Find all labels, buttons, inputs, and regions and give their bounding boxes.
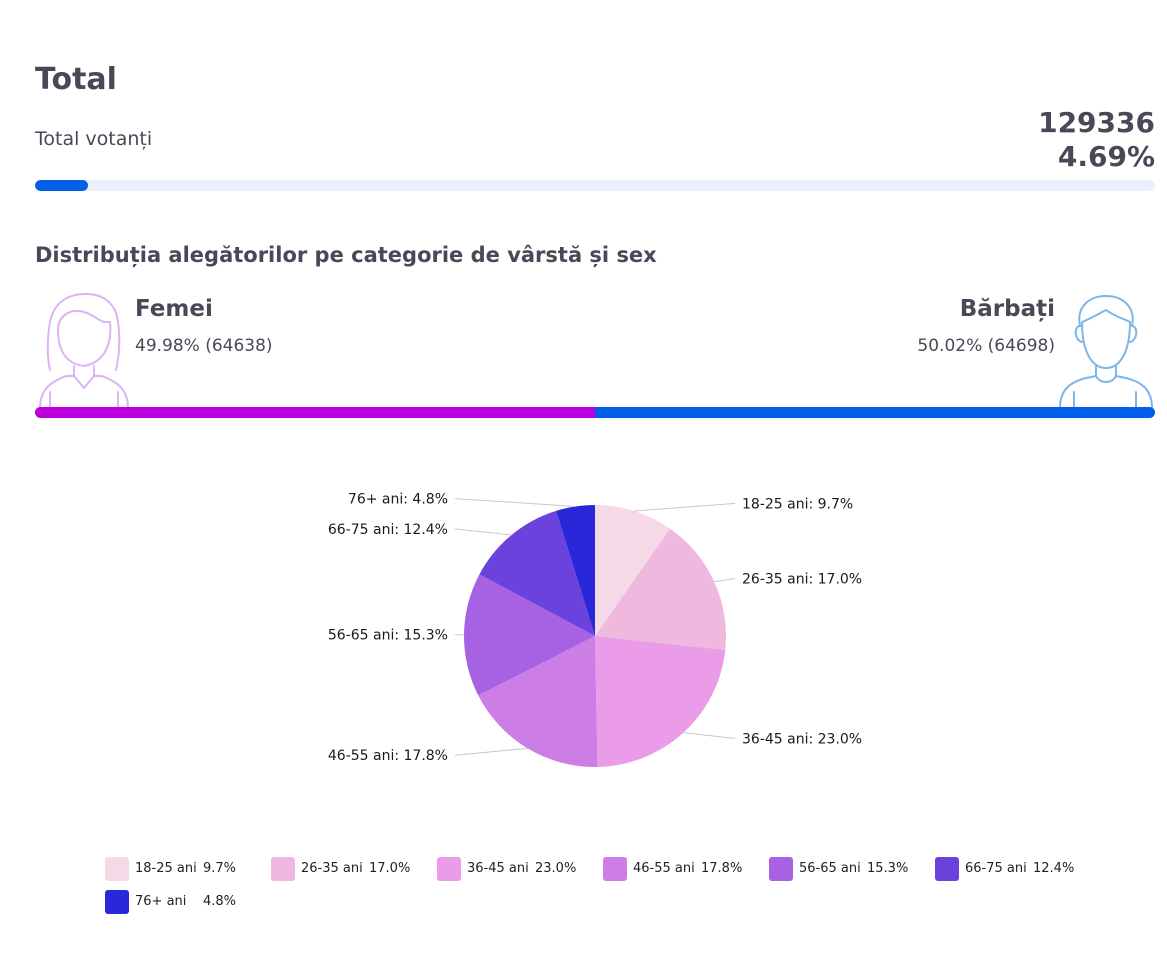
legend-value: 17.0% <box>369 861 411 876</box>
pie-data-label: 66-75 ani: 12.4% <box>328 522 448 538</box>
legend-label: 36-45 ani <box>467 861 529 876</box>
pie-slice[interactable] <box>478 636 598 768</box>
pie-leader-line <box>454 747 528 756</box>
legend-swatch <box>105 889 129 914</box>
legend-item[interactable]: 26-35 ani 17.0% <box>271 856 437 881</box>
pie-leader-line <box>714 577 736 583</box>
pie-slice[interactable] <box>556 505 595 636</box>
pie-slice[interactable] <box>595 636 726 767</box>
woman-avatar-icon <box>39 293 129 409</box>
page-title: Total <box>35 62 117 97</box>
pie-data-label: 26-35 ani: 17.0% <box>742 571 862 587</box>
pie-slice[interactable] <box>595 505 670 636</box>
pie-data-label: 36-45 ani: 23.0% <box>742 732 862 748</box>
legend-value: 12.4% <box>1033 861 1075 876</box>
gender-split-bar <box>35 407 1155 418</box>
pie-slice[interactable] <box>464 574 595 696</box>
legend-label: 18-25 ani <box>135 861 197 876</box>
gender-bar-female <box>35 407 595 418</box>
total-voters-count: 129336 <box>1038 106 1155 139</box>
legend-swatch <box>603 856 627 881</box>
distribution-section-title: Distribuția alegătorilor pe categorie de… <box>35 243 657 267</box>
legend-swatch <box>271 856 295 881</box>
legend-value: 23.0% <box>535 861 577 876</box>
legend-value: 9.7% <box>203 861 237 876</box>
legend-value: 17.8% <box>701 861 743 876</box>
pie-slice[interactable] <box>595 528 726 650</box>
male-label: Bărbați <box>959 296 1055 322</box>
legend-swatch <box>769 856 793 881</box>
legend-value: 4.8% <box>203 894 237 909</box>
pie-data-label: 56-65 ani: 15.3% <box>328 628 448 644</box>
pie-leader-line <box>454 528 512 536</box>
male-value: 50.02% (64698) <box>917 336 1055 356</box>
turnout-progress-fill <box>35 180 88 191</box>
pie-slice[interactable] <box>479 510 595 636</box>
pie-leader-line <box>634 502 736 512</box>
pie-data-label: 76+ ani: 4.8% <box>348 492 448 508</box>
legend-item[interactable]: 18-25 ani 9.7% <box>105 856 271 881</box>
legend-item[interactable]: 76+ ani 4.8% <box>105 889 271 914</box>
female-label: Femei <box>135 296 213 322</box>
legend-swatch <box>935 856 959 881</box>
legend-item[interactable]: 56-65 ani 15.3% <box>769 856 935 881</box>
pie-leader-line <box>683 732 736 740</box>
man-avatar-icon <box>1059 295 1153 409</box>
gender-bar-male <box>594 407 1155 418</box>
legend-item[interactable]: 66-75 ani 12.4% <box>935 856 1101 881</box>
legend-label: 56-65 ani <box>799 861 861 876</box>
legend-item[interactable]: 46-55 ani 17.8% <box>603 856 769 881</box>
turnout-progress-bar <box>35 180 1155 191</box>
total-voters-label: Total votanți <box>35 128 153 150</box>
total-voters-value: 129336 4.69% <box>1038 106 1155 174</box>
legend-label: 26-35 ani <box>301 861 363 876</box>
pie-leader-line <box>454 498 576 507</box>
legend-label: 46-55 ani <box>633 861 695 876</box>
legend-value: 15.3% <box>867 861 909 876</box>
total-voters-percent: 4.69% <box>1057 140 1155 173</box>
age-legend: 18-25 ani 9.7% 26-35 ani 17.0% 36-45 ani 23.0… <box>105 856 1105 914</box>
legend-item[interactable]: 36-45 ani 23.0% <box>437 856 603 881</box>
legend-label: 76+ ani <box>135 894 187 909</box>
female-value: 49.98% (64638) <box>135 336 273 356</box>
legend-label: 66-75 ani <box>965 861 1027 876</box>
pie-data-label: 18-25 ani: 9.7% <box>742 496 853 512</box>
legend-swatch <box>105 856 129 881</box>
pie-data-label: 46-55 ani: 17.8% <box>328 748 448 764</box>
legend-swatch <box>437 856 461 881</box>
